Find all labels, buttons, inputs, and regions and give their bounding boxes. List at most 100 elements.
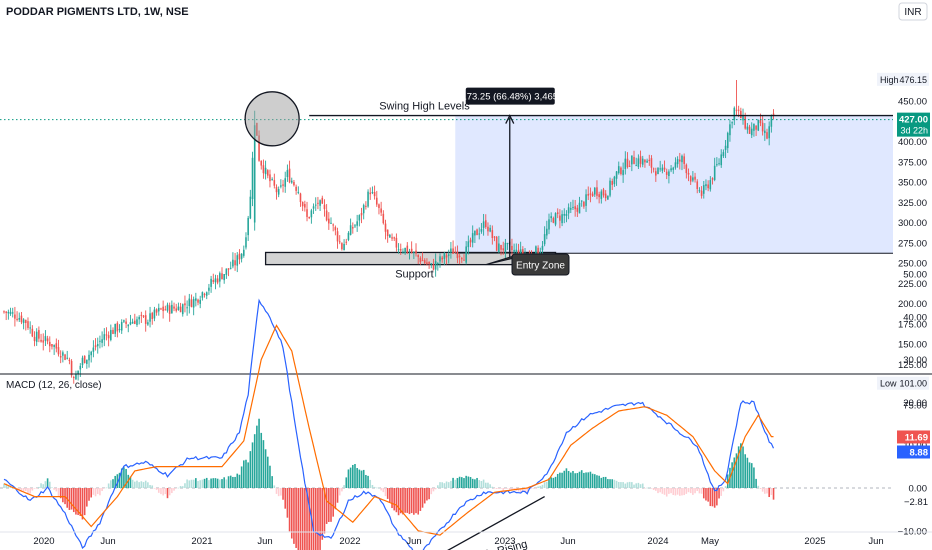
candle-body [450,248,452,253]
symbol-title: PODDAR PIGMENTS LTD, 1W, NSE [6,6,189,18]
macd-hist-bar [637,482,640,488]
candle-body [598,194,600,198]
macd-hist-bar [195,478,197,488]
macd-hist-bar [633,484,635,488]
macd-hist-bar [596,475,598,488]
candle-body [25,320,27,324]
macd-hist-bar [365,474,367,488]
macd-hist-bar [123,467,125,488]
macd-hist-bar [543,482,546,488]
candle-body [201,292,204,298]
candle-body [20,315,23,323]
price-axis[interactable]: 450.00425.00400.00375.00350.00325.00300.… [877,72,930,411]
candle-body [729,124,731,136]
macd-hist-bar [81,488,84,520]
macd-hist-bar [264,449,267,488]
candle-body [114,323,116,334]
macd-hist-bar [338,488,341,496]
macd-hist-bar [362,469,365,488]
macd-hist-bar [258,418,260,488]
candle-body [574,206,576,210]
candle-body [740,110,742,119]
candle-body [380,208,382,213]
macd-hist-bar [173,488,175,491]
macd-hist-bar [286,488,289,518]
macd-hist-bar [59,488,62,499]
candle-body [168,305,171,314]
candle-body [266,170,269,176]
candle-body [689,176,692,182]
macd-hist-bar [343,485,345,488]
candle-body [42,340,45,343]
macd-hist-bar [439,482,441,488]
macd-hist-bar [548,478,550,488]
candle-body [334,227,337,231]
candle-body [659,168,661,170]
macd-hist-bar [190,479,193,488]
candle-body [591,193,594,197]
candle-body [484,220,487,228]
macd-hist-bar [454,479,457,488]
currency-button[interactable]: INR [898,2,928,21]
svg-text:Entry Zone: Entry Zone [516,261,565,272]
candle-body [157,307,160,312]
macd-hist-bar [563,470,566,488]
candle-body [456,251,459,259]
macd-hist-bar [445,481,448,488]
candle-body [192,298,195,308]
macd-hist-bar [711,488,714,507]
macd-hist-bar [580,470,583,488]
time-axis[interactable]: 2020 Jun 2021 Jun 2022 Jun 2023 Jun 2024 May 2025 J… [33,536,883,547]
macd-hist-bar [140,481,143,488]
candle-body [352,227,354,229]
candle-body [70,360,73,376]
candle-body [552,218,555,223]
macd-hist-bar [203,478,206,488]
candle-body [88,354,90,361]
candle-body [386,229,389,237]
macd-hist-bar [735,453,738,488]
candle-body [273,180,276,186]
macd-hist-bar [493,488,496,489]
macd-hist-bar [702,488,705,499]
macd-hist-bar [744,454,746,488]
macd-hist-bar [269,465,271,488]
candle-body [349,225,352,235]
macd-hist-bar [184,483,186,488]
candle-body [722,152,725,157]
price-tick-label: 225.00 [898,279,927,290]
candle-body [264,167,267,175]
macd-hist-bar [406,488,409,513]
candle-body [90,351,92,356]
candle-body [301,202,304,207]
signal-value-tag: 8.88 [897,445,930,459]
candle-body [123,320,125,322]
candle-body [125,321,127,324]
candle-body [489,227,491,232]
candle-body [646,160,648,163]
candle-body [772,113,775,115]
candle-body [764,130,766,134]
macd-hist-bar [20,488,23,492]
svg-text:Low: Low [880,379,897,389]
macd-hist-bar [419,488,422,511]
macd-hist-bar [284,488,287,509]
macd-hist-bar [726,474,729,488]
candle-body [750,128,753,136]
svg-text:427.00: 427.00 [899,115,928,126]
candle-body [556,212,559,214]
macd-hist-bar [389,488,391,503]
macd-hist-bar [578,471,581,488]
candle-body [674,162,677,168]
candle-body [476,229,478,236]
candle-body [580,200,583,202]
candle-body [299,193,302,203]
candle-body [439,256,441,262]
candle-body [696,181,699,190]
macd-hist-bar [251,442,254,488]
candle-body [153,309,156,319]
macd-hist-bar [740,443,742,488]
macd-hist-bar [33,488,36,489]
macd-hist-bar [498,488,500,489]
